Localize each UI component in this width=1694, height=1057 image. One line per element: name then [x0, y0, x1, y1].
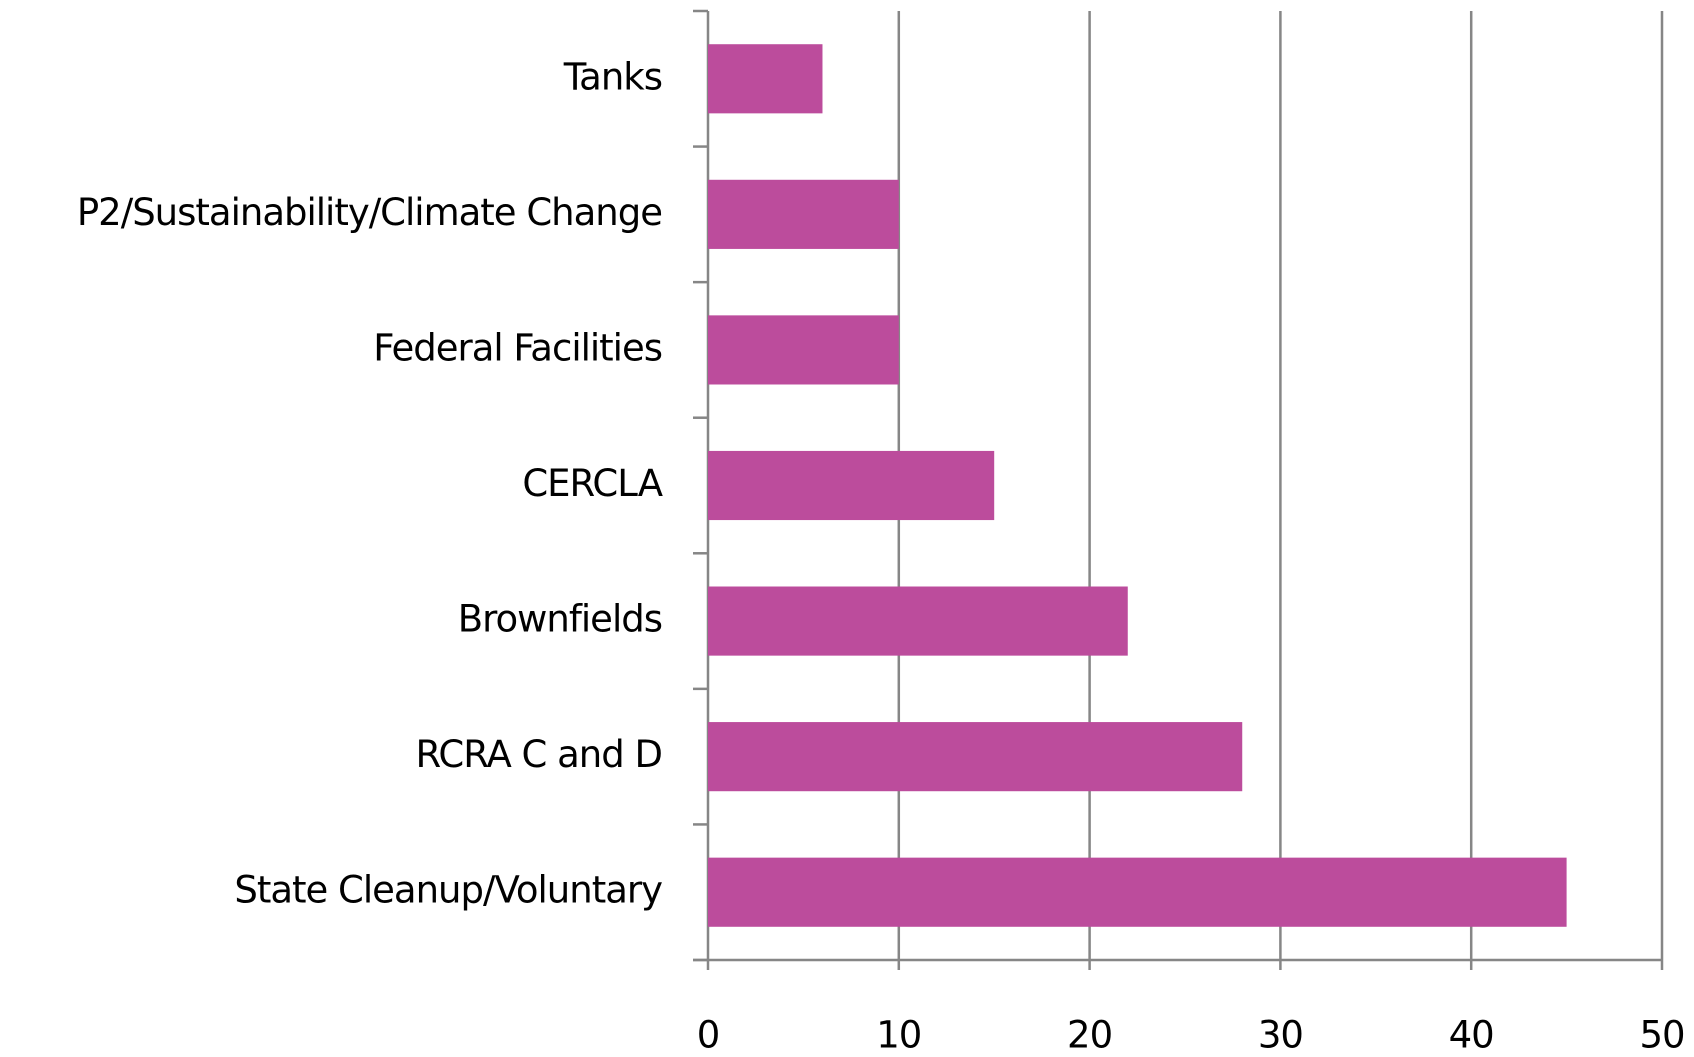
y-tick-label: State Cleanup/Voluntary [234, 869, 662, 912]
bar [708, 450, 995, 521]
x-tick-label: 40 [1449, 1014, 1494, 1054]
bar [708, 315, 899, 385]
x-tick-label: 10 [876, 1014, 921, 1054]
y-tick-label: Federal Facilities [373, 326, 662, 369]
bar [708, 179, 899, 249]
bar [708, 722, 1243, 792]
bar [708, 44, 823, 114]
x-tick-label: 30 [1258, 1014, 1303, 1054]
bar [708, 857, 1567, 927]
y-tick-label: CERCLA [522, 462, 662, 505]
bar [708, 586, 1128, 656]
x-tick-label: 0 [697, 1014, 720, 1054]
y-tick-label: Tanks [563, 55, 662, 98]
y-tick-label: Brownfields [458, 598, 662, 641]
y-tick-label: P2/Sustainability/Climate Change [77, 191, 662, 234]
x-tick-label: 50 [1639, 1014, 1684, 1054]
x-tick-label: 20 [1067, 1014, 1112, 1054]
y-tick-label: RCRA C and D [416, 733, 662, 776]
